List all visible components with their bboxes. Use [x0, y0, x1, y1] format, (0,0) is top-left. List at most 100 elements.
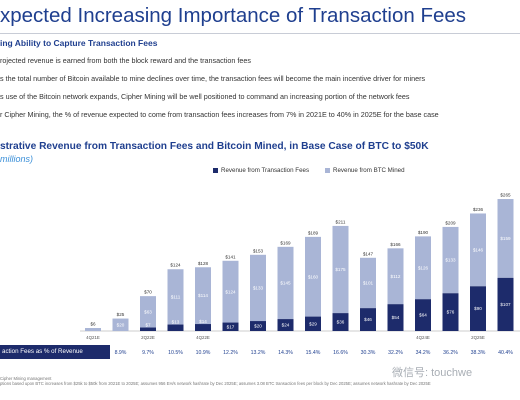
bar-label-fees: $64: [419, 313, 427, 318]
bar-label-fees: $107: [500, 302, 511, 307]
bar-mined: [277, 246, 294, 320]
pct-value: 13.2%: [251, 350, 266, 356]
bar-label-mined: $160: [308, 274, 319, 279]
bar-fees: [360, 308, 376, 331]
chart-unit: millions): [0, 154, 34, 164]
bar-mined: [140, 296, 156, 328]
bar-label-mined: $20: [117, 322, 125, 327]
bar-mined: [250, 254, 266, 322]
legend-swatch-fees: [213, 168, 218, 173]
bar-total: [85, 328, 101, 331]
bar-fees: [497, 277, 514, 331]
bar-label-mined: $111: [171, 294, 181, 299]
bar-label-total: $153: [253, 248, 264, 253]
bar-label-total: $211: [336, 219, 346, 224]
pct-value: 9.7%: [142, 350, 154, 356]
bar-mined: [332, 225, 349, 314]
pct-value: 12.2%: [223, 350, 238, 356]
pct-value: 15.4%: [306, 350, 321, 356]
bar-label-fees: $54: [392, 315, 400, 320]
bar-label-mined: $133: [445, 258, 456, 263]
bar-label-mined: $145: [280, 281, 291, 286]
bar-label-fees: $46: [364, 317, 372, 322]
bar-mined: [360, 257, 376, 309]
bar-label-fees: $17: [227, 324, 235, 329]
bar-mined: [167, 269, 184, 325]
pct-value: 38.3%: [471, 350, 486, 356]
bar-mined: [470, 213, 486, 287]
bullet-text: r Cipher Mining, the % of revenue expect…: [0, 110, 439, 119]
bar-mined: [442, 226, 459, 294]
x-tick-label: 4Q24E: [416, 335, 430, 340]
chart-title: strative Revenue from Transaction Fees a…: [0, 141, 429, 152]
bar-label-mined: $101: [363, 281, 374, 286]
bar-fees: [167, 324, 184, 331]
bar-fees: [195, 324, 211, 331]
bar-label-fees: $13: [172, 319, 180, 324]
bar-mined: [305, 236, 321, 317]
bullet-text: s the total number of Bitcoin available …: [0, 74, 426, 83]
bar-label-mined: $146: [473, 247, 484, 252]
bar-fees: [470, 286, 486, 331]
bar-label-total: $128: [198, 261, 209, 266]
bar-fees: [140, 327, 156, 331]
page-title: xpected Increasing Importance of Transac…: [0, 4, 467, 27]
x-tick-label: 4Q21E: [86, 335, 100, 340]
legend-swatch-mined: [325, 168, 330, 173]
pct-value: 16.6%: [333, 350, 348, 356]
bar-label-total: $189: [308, 230, 319, 235]
bar-mined: [112, 318, 129, 331]
bar-mined: [415, 236, 431, 300]
bar-label-total: $265: [500, 193, 511, 198]
wechat-watermark: 微信号: touchwe: [392, 367, 473, 379]
bar-label-total: $236: [473, 207, 484, 212]
bar-label-total: $70: [144, 290, 152, 295]
bar-label-fees: $14: [199, 319, 207, 324]
bar-fees: [277, 319, 294, 331]
pct-value: 8.9%: [115, 350, 127, 356]
x-tick-label: 2Q22E: [141, 335, 155, 340]
bar-label-total: $169: [280, 240, 291, 245]
legend-item-mined: Revenue from BTC Mined: [325, 167, 405, 174]
pct-value: 36.2%: [443, 350, 458, 356]
footnote-assumptions: ptions based upon BTC increases from $25…: [0, 381, 431, 386]
x-tick-label: 4Q22E: [196, 335, 210, 340]
bar-label-mined: $126: [418, 265, 429, 270]
bar-label-fees: $24: [282, 323, 290, 328]
bar-label-fees: $36: [337, 320, 345, 325]
bar-label-mined: $133: [253, 286, 264, 291]
bar-label-mined: $175: [335, 267, 346, 272]
pct-value: 14.3%: [278, 350, 293, 356]
bar-fees: [415, 299, 431, 331]
bar-mined: [222, 260, 239, 323]
legend-label-mined: Revenue from BTC Mined: [333, 167, 405, 174]
bar-label-mined: $63: [144, 309, 152, 314]
footnote-source: Cipher Mining management: [0, 376, 52, 381]
bar-label-total: $209: [445, 220, 456, 225]
bar-label-total: $190: [418, 230, 429, 235]
bar-label-fees: $90: [474, 306, 482, 311]
bar-label-total: $147: [363, 251, 374, 256]
bar-label-mined: $112: [391, 274, 401, 279]
bar-label-mined: $159: [500, 236, 511, 241]
bar-label-total: $25: [117, 312, 125, 317]
bar-label-fees: $76: [447, 310, 455, 315]
bar-label-fees: $7: [145, 322, 151, 327]
bar-label-total: $166: [390, 242, 401, 247]
bar-label-total: $6: [90, 322, 96, 327]
bar-fees: [250, 321, 266, 331]
pct-value: 10.5%: [168, 350, 183, 356]
pct-value: 34.2%: [416, 350, 431, 356]
bar-label-fees: $29: [309, 321, 317, 326]
legend-label-fees: Revenue from Transaction Fees: [221, 167, 310, 174]
bullet-text: s use of the Bitcoin network expands, Ci…: [0, 92, 410, 101]
bar-label-mined: $114: [198, 293, 208, 298]
bullet-text: rojected revenue is earned from both the…: [0, 56, 251, 65]
bar-label-fees: $20: [254, 324, 262, 329]
section-heading: ing Ability to Capture Transaction Fees: [0, 38, 158, 48]
pct-value: 10.9%: [196, 350, 211, 356]
bar-label-total: $141: [225, 254, 236, 259]
title-divider: [0, 33, 520, 34]
bar-fees: [387, 304, 404, 331]
